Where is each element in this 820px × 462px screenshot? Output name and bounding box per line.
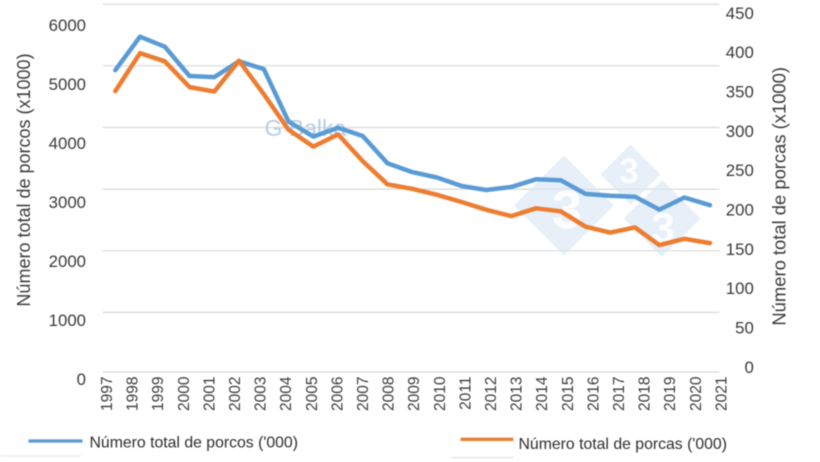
svg-text:1998: 1998	[125, 377, 142, 411]
svg-text:3000: 3000	[49, 193, 86, 212]
svg-text:450: 450	[726, 4, 754, 23]
svg-text:100: 100	[726, 279, 754, 298]
svg-text:2021: 2021	[713, 377, 730, 411]
svg-text:1997: 1997	[99, 377, 116, 411]
svg-text:2019: 2019	[662, 377, 679, 411]
svg-text:1999: 1999	[150, 377, 167, 411]
svg-text:Número total de porcos (x1000): Número total de porcos (x1000)	[14, 53, 34, 306]
svg-text:2020: 2020	[688, 376, 705, 411]
svg-text:2012: 2012	[483, 377, 500, 411]
svg-text:6000: 6000	[49, 16, 86, 35]
svg-text:2004: 2004	[278, 376, 295, 411]
svg-text:5000: 5000	[49, 75, 86, 94]
svg-text:2006: 2006	[329, 377, 346, 411]
svg-text:2000: 2000	[49, 252, 86, 271]
svg-text:2013: 2013	[509, 377, 526, 411]
svg-text:2008: 2008	[381, 377, 398, 411]
svg-text:1000: 1000	[49, 311, 86, 330]
svg-text:0: 0	[77, 370, 86, 389]
svg-text:2014: 2014	[534, 376, 551, 411]
svg-text:300: 300	[726, 122, 754, 141]
svg-text:2007: 2007	[355, 377, 372, 411]
svg-text:50: 50	[735, 319, 754, 338]
svg-text:3: 3	[619, 152, 638, 191]
svg-text:2011: 2011	[457, 377, 474, 410]
svg-text:2003: 2003	[253, 377, 270, 411]
svg-text:0: 0	[744, 358, 753, 377]
svg-text:4000: 4000	[49, 134, 86, 153]
svg-text:400: 400	[726, 43, 754, 62]
svg-text:2010: 2010	[432, 376, 449, 411]
svg-text:2016: 2016	[585, 377, 602, 411]
svg-text:2001: 2001	[201, 377, 218, 411]
svg-text:Número total de porcas ('000): Número total de porcas ('000)	[519, 436, 727, 453]
svg-text:2002: 2002	[227, 377, 244, 411]
svg-text:200: 200	[726, 201, 754, 220]
svg-text:2009: 2009	[406, 377, 423, 411]
svg-text:350: 350	[726, 83, 754, 102]
svg-text:2000: 2000	[176, 376, 193, 411]
svg-text:2017: 2017	[611, 377, 628, 411]
svg-text:Número total de porcos ('000): Número total de porcos ('000)	[90, 435, 298, 452]
svg-text:250: 250	[726, 161, 754, 180]
svg-text:2005: 2005	[304, 377, 321, 411]
svg-text:Número total de porcas (x1000): Número total de porcas (x1000)	[768, 67, 789, 326]
svg-text:2015: 2015	[560, 377, 577, 411]
svg-text:2018: 2018	[637, 377, 654, 411]
svg-text:150: 150	[726, 240, 754, 259]
